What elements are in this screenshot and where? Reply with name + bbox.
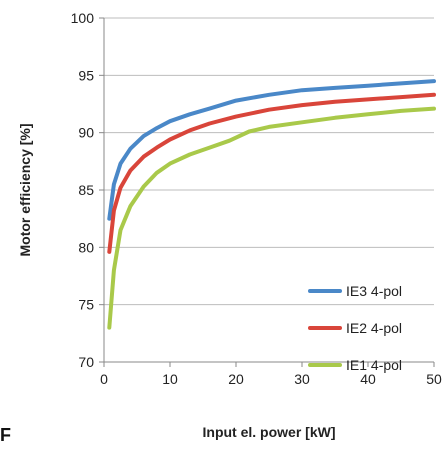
series-lines bbox=[107, 79, 436, 330]
x-tick-label: 0 bbox=[100, 371, 108, 387]
series-line-2 bbox=[107, 92, 436, 254]
series-line-3 bbox=[107, 106, 436, 330]
x-tick-label: 50 bbox=[426, 371, 442, 387]
y-tick-label: 80 bbox=[78, 239, 94, 255]
tick-labels: 70 75 80 85 90 95 100 0 10 20 30 40 50 bbox=[71, 10, 442, 387]
y-axis-title: Motor efficiency [%] bbox=[17, 123, 33, 256]
x-tick-label: 30 bbox=[294, 371, 310, 387]
y-tick-label: 85 bbox=[78, 182, 94, 198]
y-tick-label: 70 bbox=[78, 354, 94, 370]
x-axis-title: Input el. power [kW] bbox=[203, 424, 336, 440]
y-tick-label: 100 bbox=[71, 10, 95, 26]
y-tick-label: 90 bbox=[78, 125, 94, 141]
x-tick-label: 20 bbox=[228, 371, 244, 387]
y-tick-label: 75 bbox=[78, 297, 94, 313]
axes bbox=[99, 17, 435, 367]
legend-label: IE1 4-pol bbox=[346, 357, 402, 373]
x-tick-label: 40 bbox=[360, 371, 376, 387]
y-tick-label: 95 bbox=[78, 67, 94, 83]
legend-label: IE3 4-pol bbox=[346, 283, 402, 299]
legend: IE3 4-pol IE2 4-pol IE1 4-pol bbox=[308, 283, 402, 373]
series-line-1 bbox=[107, 79, 436, 221]
grid-lines bbox=[104, 17, 434, 306]
x-tick-label: 10 bbox=[162, 371, 178, 387]
legend-label: IE2 4-pol bbox=[346, 320, 402, 336]
figure-label: F bbox=[0, 425, 11, 445]
